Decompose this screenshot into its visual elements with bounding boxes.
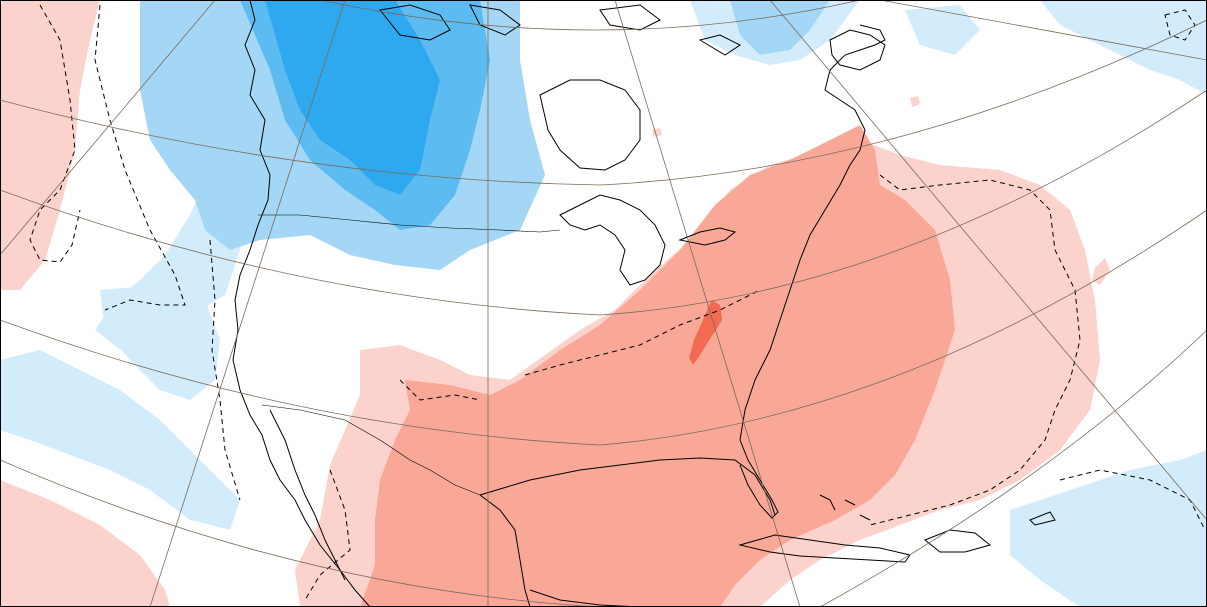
latitude-line-5 xyxy=(0,459,601,607)
coastline-gulf-of-mexico xyxy=(479,457,776,607)
contour-gulf-mexico xyxy=(399,379,481,401)
cool-region-baja-offshore xyxy=(100,285,220,400)
anomaly-contours xyxy=(29,4,1206,601)
border-us-canada xyxy=(258,214,561,233)
latitude-line-4 xyxy=(0,209,1207,446)
latitude-line-2 xyxy=(0,19,1207,186)
cool-region-north-atlantic xyxy=(905,5,980,55)
meridian-4 xyxy=(614,0,801,607)
coastline-cuba xyxy=(738,534,911,563)
coastline-lake-ontario xyxy=(678,227,737,246)
political-borders xyxy=(258,214,561,496)
coastline-bahamas xyxy=(819,494,871,521)
meridian-2 xyxy=(149,0,346,607)
warm-region-southeast-peak xyxy=(689,300,722,365)
contour-west-coast xyxy=(209,239,241,501)
contour-baja xyxy=(304,469,351,601)
contour-far-northeast xyxy=(1164,9,1196,41)
coastline-baja-peninsula xyxy=(269,409,346,581)
coastline-pacific-northwest xyxy=(232,0,371,607)
coastline-great-lakes xyxy=(559,194,666,286)
warm-region-northwest-pacific xyxy=(0,0,100,290)
warm-region-east-pacific-south xyxy=(0,480,170,607)
cool-region-canada-deep xyxy=(265,0,440,195)
contour-caribbean xyxy=(1059,469,1206,531)
latitude-line-6 xyxy=(819,329,1207,607)
warm-spot-atlantic-east xyxy=(1092,258,1110,285)
coastline-florida xyxy=(739,439,779,519)
latitude-line-1 xyxy=(319,0,861,31)
cool-region-far-northeast xyxy=(1040,0,1207,95)
contour-eastern-atlantic xyxy=(869,174,1081,526)
cool-region-caribbean xyxy=(1010,450,1207,607)
coastline-newfoundland xyxy=(829,29,886,71)
cool-region-east-pacific-south xyxy=(0,350,240,530)
warm-spot-atlantic-north xyxy=(910,96,920,107)
coastline-arctic-islands xyxy=(379,4,741,56)
meridian-6 xyxy=(879,0,1207,61)
latitude-line-3 xyxy=(0,89,1207,316)
cool-region-hudson-core xyxy=(730,0,830,55)
cool-region-pacific-north xyxy=(95,0,260,350)
meridian-5 xyxy=(769,0,1207,521)
border-us-mexico xyxy=(261,404,481,496)
coastline-east-coast xyxy=(739,24,886,441)
coastline-hudson-bay xyxy=(539,79,641,171)
coastline-puerto-rico xyxy=(1029,511,1056,526)
meridian-1 xyxy=(0,0,216,256)
contour-southeast-us xyxy=(524,289,761,376)
